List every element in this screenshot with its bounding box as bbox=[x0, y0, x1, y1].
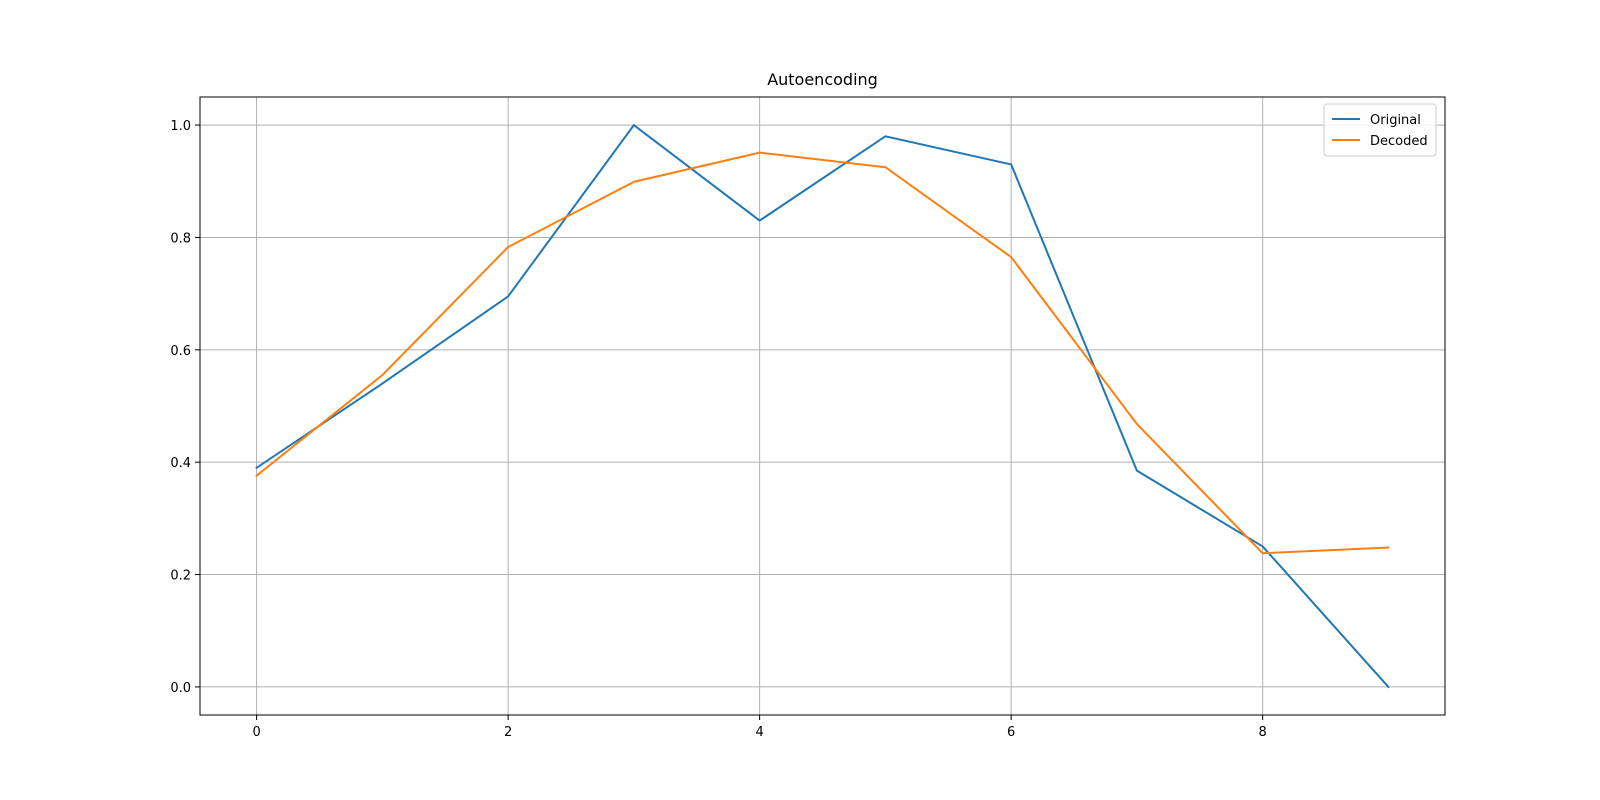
x-tick-label: 4 bbox=[755, 725, 763, 740]
x-tick-label: 8 bbox=[1259, 725, 1267, 740]
plot-area-frame bbox=[199, 96, 1446, 716]
legend-label-original: Original bbox=[1370, 113, 1421, 128]
legend-box bbox=[1323, 103, 1437, 157]
y-tick-label: 0.4 bbox=[170, 456, 191, 471]
x-tick-label: 6 bbox=[1007, 725, 1015, 740]
y-tick-label: 0.0 bbox=[170, 681, 191, 696]
y-tick-label: 0.2 bbox=[170, 569, 191, 584]
series-line-original bbox=[255, 124, 1390, 689]
series-layer bbox=[255, 124, 1390, 689]
series-line-decoded bbox=[255, 151, 1390, 555]
y-tick-label: 0.6 bbox=[170, 344, 191, 359]
x-tick-label: 0 bbox=[252, 725, 260, 740]
chart-title: Autoencoding bbox=[767, 70, 878, 89]
legend-label-decoded: Decoded bbox=[1370, 134, 1428, 149]
y-tick-label: 1.0 bbox=[170, 119, 191, 134]
x-tick-label: 2 bbox=[504, 725, 512, 740]
tick-layer: 0 2 4 6 8 0.0 0.2 0.4 0.6 0.8 1.0 bbox=[170, 119, 1266, 740]
y-tick-label: 0.8 bbox=[170, 231, 191, 246]
legend: Original Decoded bbox=[1323, 103, 1437, 157]
